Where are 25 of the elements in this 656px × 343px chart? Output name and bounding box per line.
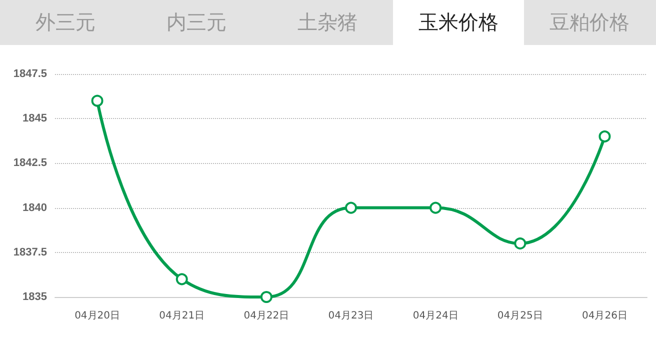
text: 豆粕价格 — [548, 9, 630, 36]
y-tick-label: 1837.5 — [13, 246, 47, 258]
x-tick-label: 04月26日 — [582, 310, 628, 322]
y-tick-label: 1840 — [22, 202, 47, 214]
y-tick-label: 1847.5 — [13, 68, 47, 80]
x-tick-label: 04月20日 — [74, 310, 120, 322]
point — [260, 291, 272, 303]
y-tick-label: 1835 — [22, 291, 47, 303]
x-tick-label: 04月22日 — [244, 310, 290, 322]
text: 土杂猪 — [296, 9, 358, 36]
point — [345, 202, 357, 214]
x-tick-label: 04月25日 — [497, 310, 543, 322]
x-tick-label: 04月21日 — [159, 310, 205, 322]
point — [430, 202, 442, 214]
text: 内三元 — [166, 9, 228, 36]
y-tick-label: 1842.5 — [13, 157, 47, 170]
x-tick-label: 04月23日 — [328, 310, 374, 322]
x-tick-label: 04月24日 — [412, 310, 458, 322]
y-tick-label: 1845 — [22, 112, 47, 125]
text: 外三元 — [34, 9, 96, 36]
point — [598, 130, 611, 142]
point — [91, 94, 104, 107]
point — [176, 273, 188, 286]
chart-title: 玉米价格 — [393, 0, 524, 45]
point — [514, 237, 526, 250]
